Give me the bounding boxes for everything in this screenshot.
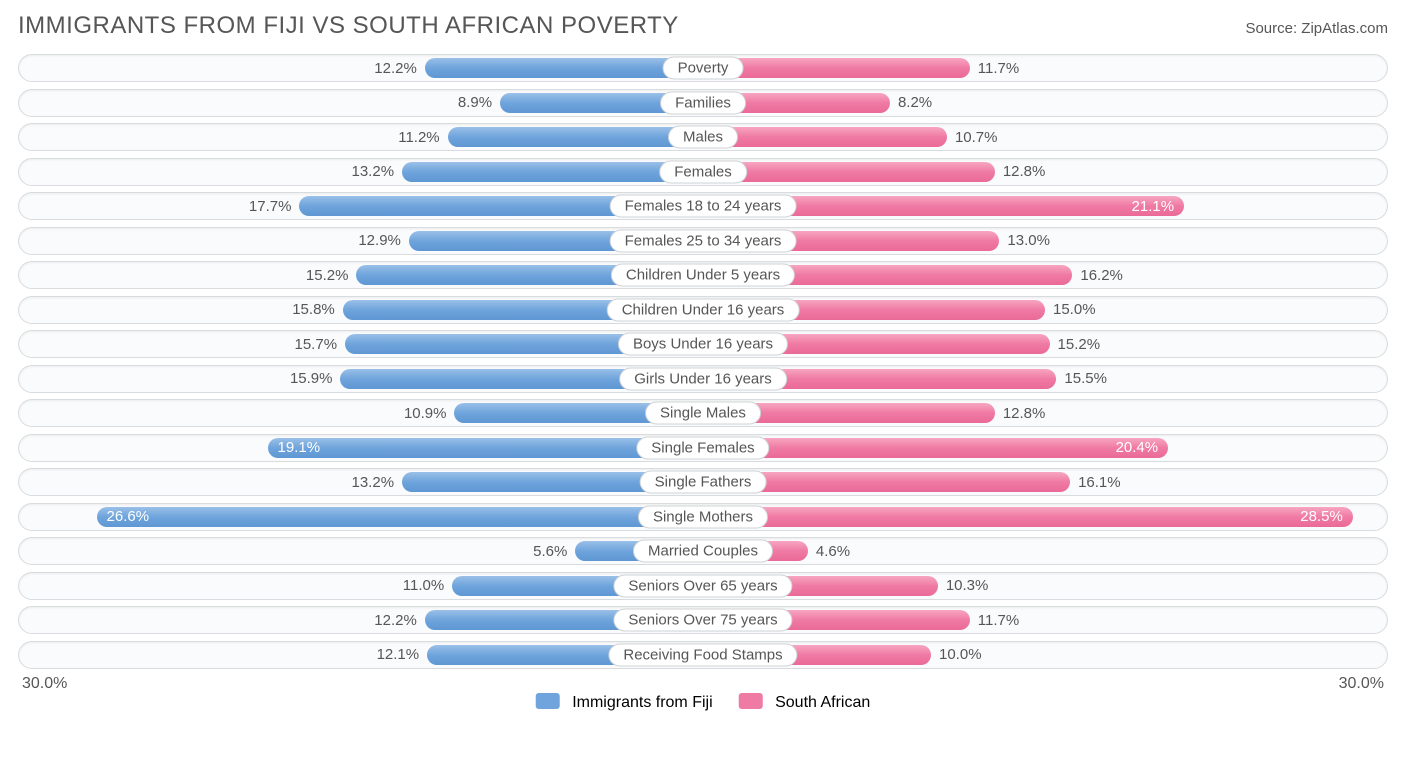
value-right: 4.6% xyxy=(808,538,1387,564)
value-right: 16.2% xyxy=(1072,262,1387,288)
chart-row: 11.0% 10.3% Seniors Over 65 years xyxy=(18,572,1388,600)
value-right: 28.5% xyxy=(1290,507,1353,527)
chart-row: 10.9% 12.8% Single Males xyxy=(18,399,1388,427)
chart-row: 13.2% 16.1% Single Fathers xyxy=(18,468,1388,496)
chart-row: 17.7% 21.1% Females 18 to 24 years xyxy=(18,192,1388,220)
chart-footer: 30.0% 30.0% Immigrants from Fiji South A… xyxy=(18,675,1388,699)
chart-header: IMMIGRANTS FROM FIJI VS SOUTH AFRICAN PO… xyxy=(18,12,1388,40)
category-pill: Single Mothers xyxy=(638,505,768,528)
value-right: 21.1% xyxy=(1122,196,1185,216)
chart-row: 15.8% 15.0% Children Under 16 years xyxy=(18,296,1388,324)
value-right: 10.0% xyxy=(931,642,1387,668)
value-right: 15.2% xyxy=(1050,331,1387,357)
diverging-bar-chart: 12.2% 11.7% Poverty 8.9% 8.2% Families 11.2% 10… xyxy=(18,54,1388,669)
bar-left xyxy=(402,162,703,182)
value-left: 15.7% xyxy=(19,331,345,357)
chart-row: 15.2% 16.2% Children Under 5 years xyxy=(18,261,1388,289)
value-right: 8.2% xyxy=(890,90,1387,116)
chart-source: Source: ZipAtlas.com xyxy=(1245,20,1388,37)
value-right: 12.8% xyxy=(995,400,1387,426)
axis-right-max: 30.0% xyxy=(703,675,1388,693)
value-left: 12.2% xyxy=(19,607,425,633)
bar-left xyxy=(425,58,703,78)
bar-left xyxy=(448,127,703,147)
value-left: 15.9% xyxy=(19,366,340,392)
value-left: 12.1% xyxy=(19,642,427,668)
category-pill: Girls Under 16 years xyxy=(619,367,787,390)
chart-row: 12.9% 13.0% Females 25 to 34 years xyxy=(18,227,1388,255)
category-pill: Children Under 5 years xyxy=(611,264,795,287)
value-left: 17.7% xyxy=(19,193,299,219)
chart-row: 26.6% 28.5% Single Mothers xyxy=(18,503,1388,531)
value-left: 11.0% xyxy=(19,573,452,599)
category-pill: Children Under 16 years xyxy=(607,298,800,321)
legend-swatch-right xyxy=(739,693,763,709)
value-right: 20.4% xyxy=(1106,438,1169,458)
chart-row: 15.7% 15.2% Boys Under 16 years xyxy=(18,330,1388,358)
value-right: 12.8% xyxy=(995,159,1387,185)
value-left: 12.9% xyxy=(19,228,409,254)
category-pill: Boys Under 16 years xyxy=(618,333,788,356)
value-right: 10.7% xyxy=(947,124,1387,150)
bar-right: 20.4% xyxy=(703,438,1168,458)
category-pill: Females 25 to 34 years xyxy=(610,229,797,252)
chart-title: IMMIGRANTS FROM FIJI VS SOUTH AFRICAN PO… xyxy=(18,12,679,40)
chart-row: 12.2% 11.7% Seniors Over 75 years xyxy=(18,606,1388,634)
value-right: 10.3% xyxy=(938,573,1387,599)
value-left: 10.9% xyxy=(19,400,454,426)
value-right: 11.7% xyxy=(970,607,1387,633)
category-pill: Single Males xyxy=(645,402,761,425)
legend-item-right: South African xyxy=(739,693,871,712)
category-pill: Married Couples xyxy=(633,540,773,563)
category-pill: Single Females xyxy=(636,436,769,459)
category-pill: Females 18 to 24 years xyxy=(610,195,797,218)
legend-label-right: South African xyxy=(775,694,870,711)
chart-row: 19.1% 20.4% Single Females xyxy=(18,434,1388,462)
value-right: 16.1% xyxy=(1070,469,1387,495)
value-right: 15.0% xyxy=(1045,297,1387,323)
chart-row: 15.9% 15.5% Girls Under 16 years xyxy=(18,365,1388,393)
value-right: 13.0% xyxy=(999,228,1387,254)
category-pill: Families xyxy=(660,91,746,114)
chart-row: 12.1% 10.0% Receiving Food Stamps xyxy=(18,641,1388,669)
category-pill: Receiving Food Stamps xyxy=(608,643,797,666)
legend-item-left: Immigrants from Fiji xyxy=(536,693,713,712)
legend: Immigrants from Fiji South African xyxy=(536,693,871,712)
category-pill: Males xyxy=(668,126,738,149)
legend-label-left: Immigrants from Fiji xyxy=(572,694,712,711)
bar-right xyxy=(703,127,947,147)
category-pill: Seniors Over 75 years xyxy=(613,609,792,632)
value-left: 11.2% xyxy=(19,124,448,150)
value-left: 5.6% xyxy=(19,538,575,564)
value-left: 15.8% xyxy=(19,297,343,323)
category-pill: Single Fathers xyxy=(640,471,767,494)
chart-row: 11.2% 10.7% Males xyxy=(18,123,1388,151)
category-pill: Poverty xyxy=(663,57,744,80)
value-left: 8.9% xyxy=(19,90,500,116)
value-right: 15.5% xyxy=(1056,366,1387,392)
chart-row: 8.9% 8.2% Families xyxy=(18,89,1388,117)
chart-row: 5.6% 4.6% Married Couples xyxy=(18,537,1388,565)
axis-left-max: 30.0% xyxy=(18,675,703,693)
value-left: 12.2% xyxy=(19,55,425,81)
value-left: 19.1% xyxy=(268,439,331,456)
bar-left: 26.6% xyxy=(97,507,703,527)
category-pill: Seniors Over 65 years xyxy=(613,574,792,597)
value-left: 26.6% xyxy=(97,508,160,525)
category-pill: Females xyxy=(659,160,747,183)
value-left: 13.2% xyxy=(19,469,402,495)
bar-right xyxy=(703,162,995,182)
value-left: 13.2% xyxy=(19,159,402,185)
legend-swatch-left xyxy=(536,693,560,709)
chart-row: 12.2% 11.7% Poverty xyxy=(18,54,1388,82)
bar-right: 28.5% xyxy=(703,507,1353,527)
value-right: 11.7% xyxy=(970,55,1387,81)
value-left: 15.2% xyxy=(19,262,356,288)
chart-row: 13.2% 12.8% Females xyxy=(18,158,1388,186)
